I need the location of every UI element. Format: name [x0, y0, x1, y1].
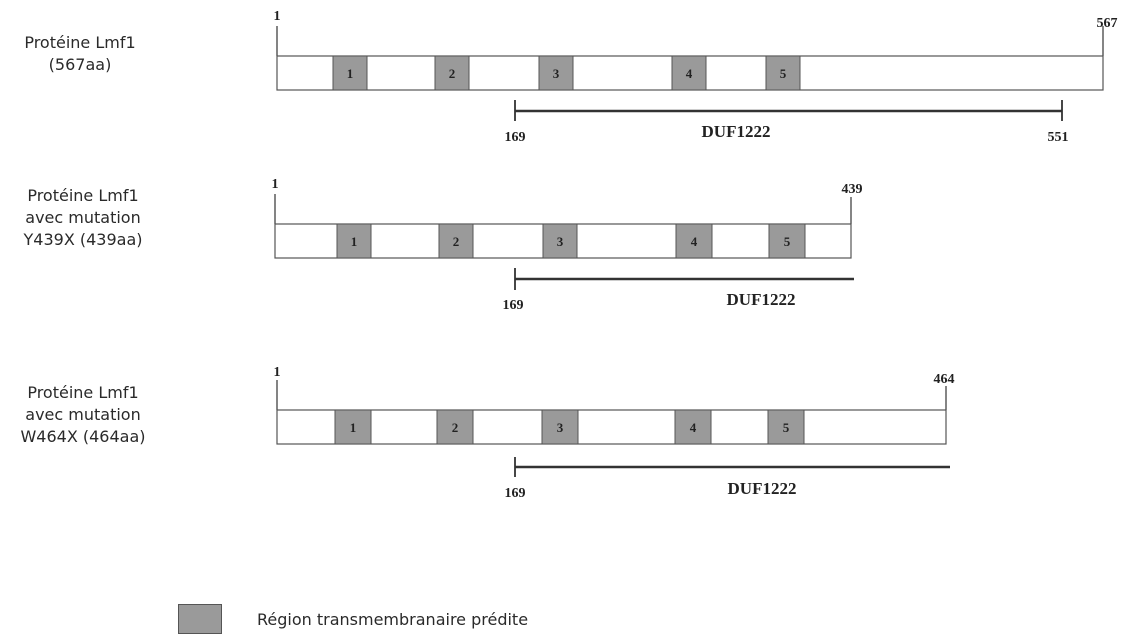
protein-label-line: Protéine Lmf1 — [24, 33, 136, 52]
tm-region-5: 5 — [768, 223, 806, 259]
tm-region-4: 4 — [675, 223, 713, 259]
tm-region-2: 2 — [436, 409, 474, 445]
tm-region-box — [332, 55, 368, 91]
protein-y439x: 1 439 1 2 3 4 5 169 DUF1222 — [272, 177, 863, 313]
tm-region-label: 2 — [453, 234, 460, 249]
protein-wildtype: 1 567 1 2 3 4 5 169 551 DUF122 — [274, 9, 1118, 145]
protein-diagram: 1 567 1 2 3 4 5 169 551 DUF122 — [272, 9, 1118, 501]
domain-bracket: 169 DUF1222 — [505, 457, 950, 501]
legend-swatch — [178, 604, 222, 634]
tm-region-2: 2 — [434, 55, 470, 91]
tm-region-label: 2 — [449, 66, 456, 81]
legend-label: Région transmembranaire prédite — [257, 609, 529, 629]
tm-region-label: 5 — [784, 234, 791, 249]
end-label: 567 — [1097, 16, 1118, 31]
tm-region-label: 4 — [690, 420, 697, 435]
tm-region-box — [542, 223, 578, 259]
domain-bracket: 169 DUF1222 — [503, 268, 854, 313]
tm-region-label: 1 — [347, 66, 354, 81]
tm-region-label: 4 — [686, 66, 693, 81]
domain-start-label: 169 — [505, 486, 526, 501]
start-label: 1 — [274, 9, 281, 24]
tm-region-label: 2 — [452, 420, 459, 435]
tm-region-box — [671, 55, 707, 91]
tm-region-box — [674, 409, 712, 445]
domain-name: DUF1222 — [728, 479, 797, 498]
protein-w464x: 1 464 1 2 3 4 5 169 DUF1222 — [274, 365, 955, 501]
protein-label-line: avec mutation — [25, 405, 141, 424]
tm-region-box — [768, 223, 806, 259]
domain-name: DUF1222 — [702, 122, 771, 141]
tm-region-3: 3 — [538, 55, 574, 91]
tm-region-label: 3 — [557, 420, 564, 435]
domain-name: DUF1222 — [727, 290, 796, 309]
protein-bar — [276, 409, 947, 445]
tm-region-box — [434, 55, 470, 91]
protein-label-w464x: Protéine Lmf1 avec mutation W464X (464aa… — [8, 382, 158, 448]
tm-region-box — [675, 223, 713, 259]
start-label: 1 — [272, 177, 279, 192]
tm-region-box — [767, 409, 805, 445]
tm-region-label: 1 — [350, 420, 357, 435]
tm-region-5: 5 — [767, 409, 805, 445]
tm-region-label: 5 — [783, 420, 790, 435]
tm-region-5: 5 — [765, 55, 801, 91]
start-label: 1 — [274, 365, 281, 380]
tm-region-box — [336, 223, 372, 259]
tm-region-box — [436, 409, 474, 445]
domain-end-label: 551 — [1048, 130, 1069, 145]
protein-label-line: Protéine Lmf1 — [27, 186, 139, 205]
domain-start-label: 169 — [505, 130, 526, 145]
domain-start-label: 169 — [503, 298, 524, 313]
legend: Région transmembranaire prédite — [178, 603, 528, 635]
tm-region-box — [334, 409, 372, 445]
tm-region-label: 1 — [351, 234, 358, 249]
tm-region-3: 3 — [542, 223, 578, 259]
protein-label-wildtype: Protéine Lmf1 (567aa) — [5, 32, 155, 76]
tm-region-3: 3 — [541, 409, 579, 445]
tm-region-label: 3 — [553, 66, 560, 81]
end-label: 439 — [842, 182, 863, 197]
tm-region-label: 5 — [780, 66, 787, 81]
protein-label-y439x: Protéine Lmf1 avec mutation Y439X (439aa… — [8, 185, 158, 251]
tm-region-label: 3 — [557, 234, 564, 249]
tm-region-2: 2 — [438, 223, 474, 259]
protein-label-line: (567aa) — [48, 55, 112, 74]
tm-region-box — [538, 55, 574, 91]
tm-region-box — [541, 409, 579, 445]
protein-label-line: Protéine Lmf1 — [27, 383, 139, 402]
protein-label-line: Y439X (439aa) — [23, 230, 143, 249]
domain-bracket: 169 551 DUF1222 — [505, 100, 1069, 145]
tm-region-1: 1 — [336, 223, 372, 259]
tm-region-box — [765, 55, 801, 91]
tm-region-4: 4 — [671, 55, 707, 91]
tm-region-1: 1 — [334, 409, 372, 445]
tm-region-label: 4 — [691, 234, 698, 249]
protein-label-line: avec mutation — [25, 208, 141, 227]
tm-region-1: 1 — [332, 55, 368, 91]
end-label: 464 — [934, 372, 955, 387]
protein-label-line: W464X (464aa) — [20, 427, 146, 446]
tm-region-4: 4 — [674, 409, 712, 445]
tm-region-box — [438, 223, 474, 259]
